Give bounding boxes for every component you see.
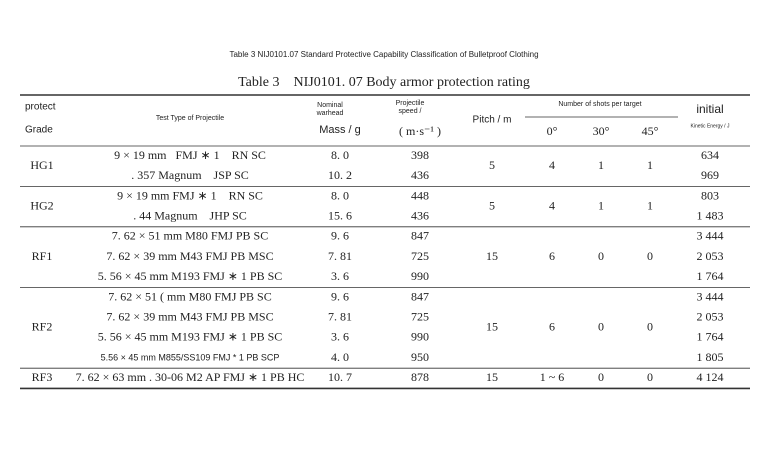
speed: 847	[411, 289, 429, 303]
header-angle: 45°	[642, 124, 659, 138]
caption: Table 3 NIJ0101. 07 Body armor protectio…	[238, 75, 530, 90]
header-mass: Mass / g	[319, 124, 361, 136]
shots: 0	[598, 370, 604, 384]
header-energy: initial	[696, 102, 723, 116]
shots: 4	[549, 198, 555, 212]
header-shots: Number of shots per target	[558, 101, 641, 108]
speed: 436	[411, 168, 429, 182]
pitch: 15	[486, 370, 498, 384]
energy: 803	[701, 188, 719, 202]
projectile: 7. 62 × 39 mm M43 FMJ PB MSC	[106, 249, 273, 263]
energy: 1 764	[697, 330, 724, 344]
speed: 990	[411, 330, 429, 344]
projectile: 9 × 19 mm FMJ ∗ 1 RN SC	[117, 188, 263, 202]
header-grade: Grade	[25, 125, 53, 136]
header-angle: 30°	[593, 124, 610, 138]
shots: 6	[549, 249, 555, 263]
header-angle: 0°	[547, 124, 558, 138]
projectile: 5.56 × 45 mm M855/SS109 FMJ * 1 PB SCP	[101, 352, 280, 362]
mass: 8. 0	[331, 148, 349, 162]
projectile: 7. 62 × 51 mm M80 FMJ PB SC	[112, 229, 268, 243]
shots: 1	[598, 158, 604, 172]
shots: 0	[647, 249, 653, 263]
grade: HG2	[30, 198, 53, 212]
shots: 0	[647, 320, 653, 334]
mass: 15. 6	[328, 208, 352, 222]
speed: 878	[411, 370, 429, 384]
speed: 847	[411, 229, 429, 243]
mass: 10. 7	[328, 370, 352, 384]
projectile: 5. 56 × 45 mm M193 FMJ ∗ 1 PB SC	[98, 330, 283, 344]
grade: RF3	[32, 370, 53, 384]
mass: 8. 0	[331, 188, 349, 202]
header-projectile: Test Type of Projectile	[156, 115, 224, 122]
energy: 3 444	[697, 289, 724, 303]
header-energy: Kinetic Energy / J	[691, 123, 730, 129]
mass: 3. 6	[331, 269, 349, 283]
shots: 1	[647, 198, 653, 212]
energy: 1 764	[697, 269, 724, 283]
mass: 9. 6	[331, 289, 349, 303]
title: Table 3 NIJ0101.07 Standard Protective C…	[229, 50, 538, 59]
header-grade: protect	[25, 102, 56, 113]
shots: 1	[598, 198, 604, 212]
pitch: 5	[489, 198, 495, 212]
projectile: . 44 Magnum JHP SC	[133, 208, 247, 222]
header-speed: Projectile	[396, 100, 425, 107]
mass: 4. 0	[331, 350, 349, 364]
header-pitch: Pitch / m	[473, 115, 512, 126]
mass: 10. 2	[328, 168, 352, 182]
speed: 950	[411, 350, 429, 364]
grade: RF2	[32, 320, 53, 334]
projectile: . 357 Magnum JSP SC	[131, 168, 249, 182]
shots: 1 ~ 6	[540, 370, 565, 384]
header-speed: ( m·s⁻¹ )	[399, 124, 441, 138]
shots: 6	[549, 320, 555, 334]
mass: 3. 6	[331, 330, 349, 344]
speed: 398	[411, 148, 429, 162]
energy: 1 483	[697, 208, 724, 222]
speed: 725	[411, 309, 429, 323]
projectile: 9 × 19 mm FMJ ∗ 1 RN SC	[114, 148, 266, 162]
shots: 0	[647, 370, 653, 384]
energy: 2 053	[697, 309, 724, 323]
pitch: 5	[489, 158, 495, 172]
grade: RF1	[32, 249, 53, 263]
mass: 7. 81	[328, 249, 352, 263]
projectile: 5. 56 × 45 mm M193 FMJ ∗ 1 PB SC	[98, 269, 283, 283]
projectile: 7. 62 × 51 ( mm M80 FMJ PB SC	[108, 289, 271, 303]
shots: 4	[549, 158, 555, 172]
header-mass: warhead	[316, 110, 344, 117]
projectile: 7. 62 × 39 mm M43 FMJ PB MSC	[106, 309, 273, 323]
projectile: 7. 62 × 63 mm . 30-06 M2 AP FMJ ∗ 1 PB H…	[76, 370, 305, 384]
header-speed: speed /	[399, 108, 422, 115]
speed: 725	[411, 249, 429, 263]
grade: HG1	[30, 158, 53, 172]
speed: 436	[411, 208, 429, 222]
mass: 9. 6	[331, 229, 349, 243]
pitch: 15	[486, 249, 498, 263]
shots: 0	[598, 320, 604, 334]
speed: 448	[411, 188, 429, 202]
energy: 3 444	[697, 229, 724, 243]
mass: 7. 81	[328, 309, 352, 323]
shots: 0	[598, 249, 604, 263]
pitch: 15	[486, 320, 498, 334]
header-mass: Nominal	[317, 102, 343, 109]
shots: 1	[647, 158, 653, 172]
energy: 2 053	[697, 249, 724, 263]
energy: 1 805	[697, 350, 724, 364]
speed: 990	[411, 269, 429, 283]
energy: 969	[701, 168, 719, 182]
energy: 4 124	[697, 370, 724, 384]
energy: 634	[701, 148, 719, 162]
